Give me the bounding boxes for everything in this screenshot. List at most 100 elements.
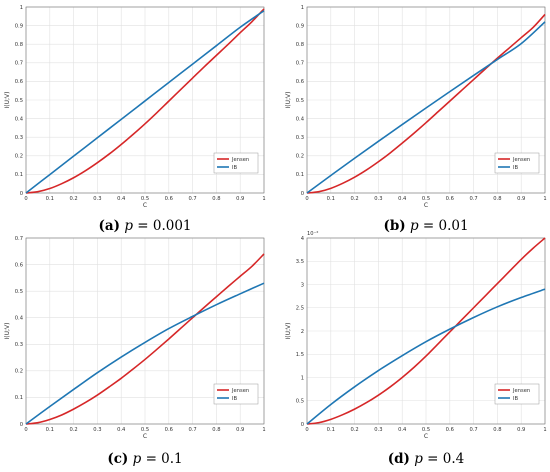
y-tick-label: 0.3 — [296, 135, 304, 141]
caption-label: (c) — [107, 451, 128, 467]
x-tick-label: 0.7 — [188, 196, 196, 202]
legend-box — [213, 383, 259, 405]
x-tick-label: 0.1 — [327, 196, 335, 202]
y-tick-label: 0 — [20, 422, 23, 428]
caption-variable: p — [410, 218, 419, 234]
y-tick-label: 1 — [301, 5, 304, 11]
panel-caption: (c) p = 0.1 — [107, 451, 182, 467]
y-tick-label: 0.7 — [15, 61, 23, 67]
x-axis-label: C — [143, 433, 147, 440]
x-axis-label: C — [424, 202, 428, 209]
legend-box — [494, 383, 540, 405]
y-tick-label: 0.5 — [15, 98, 23, 104]
legend-label-ib: IB — [513, 396, 519, 402]
x-tick-label: 0 — [305, 196, 308, 202]
caption-value: = 0.001 — [133, 218, 192, 234]
y-tick-label: 0.9 — [15, 23, 23, 29]
x-tick-label: 0.8 — [493, 196, 501, 202]
y-tick-label: 2 — [301, 329, 304, 335]
x-tick-label: 0.6 — [165, 196, 173, 202]
caption-label: (a) — [98, 218, 120, 234]
y-tick-label: 0.5 — [296, 98, 304, 104]
x-tick-label: 0.6 — [446, 427, 454, 433]
y-tick-label: 0.1 — [15, 172, 23, 178]
series-line-ib — [25, 282, 265, 425]
caption-value: = 0.1 — [141, 451, 182, 467]
y-tick-label: 0.2 — [15, 154, 23, 160]
legend: Jensen IB — [213, 152, 259, 174]
caption-label: (d) — [388, 451, 410, 467]
x-tick-label: 0.1 — [46, 196, 54, 202]
x-tick-label: 0.3 — [374, 427, 382, 433]
y-tick-label: 0.6 — [15, 79, 23, 85]
x-tick-label: 1 — [262, 427, 265, 433]
x-tick-label: 1 — [262, 196, 265, 202]
x-tick-label: 0.4 — [398, 427, 407, 433]
x-tick-label: 0.1 — [46, 427, 54, 433]
x-tick-label: 0.9 — [517, 196, 525, 202]
legend-label-ib: IB — [232, 396, 238, 402]
y-tick-label: 0.7 — [15, 236, 23, 242]
series-line-jensen — [306, 13, 546, 194]
x-tick-label: 0.4 — [398, 196, 407, 202]
y-axis-label: I(U;V) — [4, 92, 11, 109]
y-tick-label: 1 — [301, 375, 304, 381]
x-tick-label: 0.5 — [141, 196, 149, 202]
x-tick-label: 0 — [24, 427, 27, 433]
x-tick-label: 0.4 — [117, 427, 126, 433]
legend-label-ib: IB — [232, 165, 238, 171]
y-tick-label: 0.4 — [15, 116, 24, 122]
y-tick-label: 0 — [20, 191, 23, 197]
y-tick-label: 0.2 — [296, 154, 304, 160]
x-tick-label: 0.5 — [141, 427, 149, 433]
panel-caption: (d) p = 0.4 — [388, 451, 465, 467]
y-tick-label: 0.3 — [15, 342, 23, 348]
plot-frame — [306, 6, 546, 194]
x-tick-label: 0.5 — [422, 427, 430, 433]
x-axis-label: C — [143, 202, 147, 209]
y-tick-label: 0.5 — [296, 399, 304, 405]
y-tick-label: 0.1 — [15, 395, 23, 401]
x-tick-label: 0.2 — [350, 427, 358, 433]
x-tick-label: 0 — [24, 196, 27, 202]
panel-d: 0 0.1 0.2 0.3 0.4 0.5 0.6 0.7 0.8 0.9 1 0 0.5 1 1.5 2 2.… — [285, 231, 547, 467]
x-tick-label: 0.9 — [236, 427, 244, 433]
panel-a: 0 0.1 0.2 0.3 0.4 0.5 0.6 0.7 0.8 0.9 1 0 0.1 0.2 0.3 0… — [4, 5, 266, 234]
y-tick-label: 2.5 — [296, 306, 304, 312]
y-tick-label: 0.7 — [296, 61, 304, 67]
x-tick-label: 0.3 — [93, 196, 101, 202]
caption-variable: p — [414, 451, 423, 467]
series-line-ib — [306, 288, 546, 425]
x-tick-label: 0.9 — [236, 196, 244, 202]
x-tick-label: 0.7 — [469, 196, 477, 202]
x-axis-label: C — [424, 433, 428, 440]
y-tick-label: 3 — [301, 282, 304, 288]
x-tick-label: 0.6 — [446, 196, 454, 202]
caption-variable: p — [124, 218, 133, 234]
panel-c: 0 0.1 0.2 0.3 0.4 0.5 0.6 0.7 0.8 0.9 1 0 0.1 0.2 0.3 0… — [4, 236, 266, 467]
legend-label-jensen: Jensen — [512, 157, 530, 163]
x-tick-label: 0.2 — [350, 196, 358, 202]
x-tick-label: 0.9 — [517, 427, 525, 433]
legend-label-jensen: Jensen — [512, 388, 530, 394]
y-tick-label: 1.5 — [296, 352, 304, 358]
y-tick-label: 4 — [301, 236, 305, 242]
y-tick-label: 0.1 — [296, 172, 304, 178]
y-tick-label: 0.4 — [296, 116, 305, 122]
x-tick-label: 0.3 — [93, 427, 101, 433]
legend-label-jensen: Jensen — [231, 157, 249, 163]
y-tick-label: 1 — [20, 5, 23, 11]
x-tick-label: 0.8 — [493, 427, 501, 433]
y-axis-label: I(U;V) — [4, 323, 11, 340]
panel-b: 0 0.1 0.2 0.3 0.4 0.5 0.6 0.7 0.8 0.9 1 0 0.1 0.2 0.3 0… — [285, 5, 547, 234]
plot-frame — [25, 6, 265, 194]
y-tick-label: 0 — [301, 422, 304, 428]
y-tick-label: 0.8 — [15, 42, 23, 48]
series-line-jensen — [25, 8, 265, 194]
y-tick-label: 0 — [301, 191, 304, 197]
legend-box — [494, 152, 540, 174]
legend-box — [213, 152, 259, 174]
y-axis-label: I(U;V) — [285, 323, 292, 340]
y-tick-label: 0.6 — [15, 262, 23, 268]
